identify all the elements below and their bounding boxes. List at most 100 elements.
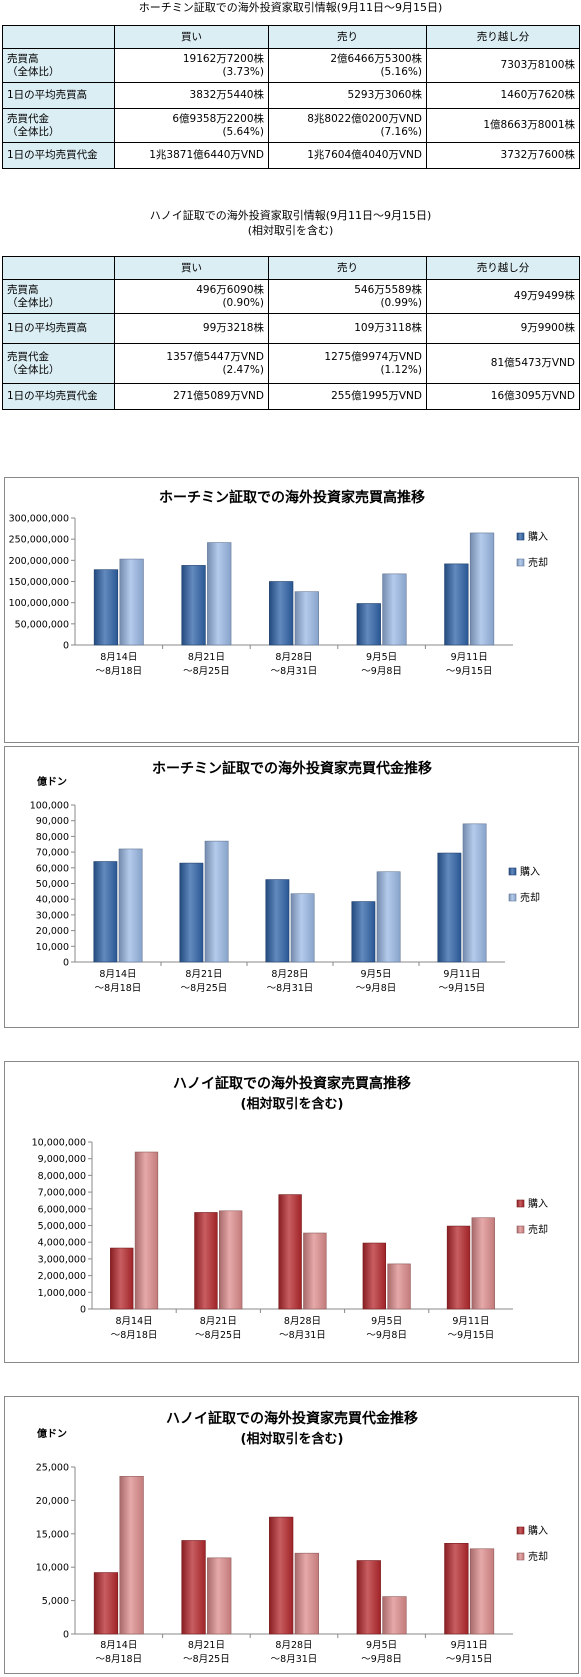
x-tick-label: ～8月25日 — [195, 1330, 242, 1341]
table-row: 1日の平均売買代金 271億5089万VND 255億1995万VND 16億3… — [2, 383, 580, 410]
x-tick-label: ～9月15日 — [446, 1654, 493, 1665]
legend-swatch — [508, 867, 517, 876]
x-tick-label: ～8月31日 — [271, 1654, 318, 1665]
table-header-row: 買い 売り 売り越し分 — [2, 25, 580, 49]
x-tick-label: 9月11日 — [443, 969, 480, 980]
x-tick-label: 8月28日 — [271, 969, 308, 980]
buy-cell: 99万3218株 — [114, 313, 269, 344]
bar-buy — [194, 1212, 218, 1310]
header-cell — [2, 25, 115, 49]
table-row: 1日の平均売買高 99万3218株 109万3118株 9万9900株 — [2, 313, 580, 344]
y-tick-label: 200,000,000 — [9, 556, 69, 567]
bar-buy — [356, 1560, 381, 1635]
bar-buy — [446, 1225, 471, 1310]
chart-subtitle: (相対取引を含む) — [241, 1431, 344, 1447]
buy-cell: 6億9358万2200株 (5.64%) — [114, 108, 269, 143]
row-label-sub: （全体比） — [7, 125, 60, 138]
bar-buy — [444, 1543, 469, 1635]
row-label: 売買高 （全体比） — [2, 279, 115, 314]
x-tick-label: 8月21日 — [200, 1316, 237, 1327]
net-cell: 81億5473万VND — [426, 343, 580, 384]
y-tick-label: 20,000 — [36, 1496, 69, 1507]
net-cell: 9万9900株 — [426, 313, 580, 344]
row-label: 1日の平均売買高 — [2, 313, 115, 344]
y-tick-label: 80,000 — [36, 832, 69, 843]
sell-share: (5.16%) — [380, 65, 422, 78]
x-tick-label: 9月5日 — [360, 969, 391, 980]
table-row: 売買高 （全体比） 19162万7200株 (3.73%) 2億6466万5300株… — [2, 48, 580, 83]
legend-label: 売却 — [528, 1550, 548, 1563]
x-tick-label: ～8月25日 — [181, 983, 228, 994]
chart-hcm-volume-panel: ホーチミン証取での海外投資家売買高推移 0 50,000,000 100,000,00… — [4, 477, 579, 743]
bar-sell — [303, 1232, 327, 1310]
buy-value: 19162万7200株 — [182, 52, 264, 65]
net-cell: 16億3095万VND — [426, 383, 580, 410]
bar-sell — [382, 573, 407, 646]
y-tick-label: 5,000,000 — [38, 1221, 86, 1232]
buy-value: 496万6090株 — [196, 283, 264, 296]
y-tick-label: 7,000,000 — [38, 1188, 86, 1199]
bar-buy — [265, 879, 290, 963]
net-cell: 1億8663万8001株 — [426, 108, 580, 143]
chart-hanoi-value: ハノイ証取での海外投資家売買代金推移 (相対取引を含む) 億ドン 0 5,000 10,0… — [36, 1410, 548, 1665]
sell-cell: 1兆7604億4040万VND — [268, 142, 427, 169]
bar-buy — [356, 603, 381, 646]
legend-swatch — [516, 532, 525, 541]
chart-hanoi-volume: ハノイ証取での海外投資家売買高推移 (相対取引を含む) 0 1,000,000 2,00… — [32, 1075, 548, 1341]
header-cell: 売り越し分 — [426, 256, 580, 280]
row-label: 売買代金 （全体比） — [2, 108, 115, 143]
y-tick-label: 10,000,000 — [32, 1138, 86, 1149]
buy-cell: 1357億5447万VND (2.47%) — [114, 343, 269, 384]
bar-sell — [134, 1151, 159, 1310]
table-header-row: 買い 売り 売り越し分 — [2, 256, 580, 280]
x-tick-label: 9月11日 — [451, 652, 488, 663]
x-tick-label: ～8月18日 — [111, 1330, 158, 1341]
x-tick-label: ～9月8日 — [361, 666, 402, 677]
y-tick-label: 150,000,000 — [9, 577, 69, 588]
header-cell: 売り — [268, 25, 427, 49]
x-tick-label: ～8月18日 — [95, 666, 142, 677]
legend-label: 売却 — [528, 556, 548, 569]
bar-sell — [207, 542, 232, 646]
header-cell — [2, 256, 115, 280]
row-label: 売買高 （全体比） — [2, 48, 115, 83]
header-cell: 買い — [114, 25, 269, 49]
bar-buy — [93, 569, 119, 646]
buy-share: (2.47%) — [222, 363, 264, 376]
sell-cell: 546万5589株 (0.99%) — [268, 279, 427, 314]
bar-sell — [204, 840, 229, 963]
x-tick-label: 9月5日 — [371, 1316, 402, 1327]
sell-value: 546万5589株 — [354, 283, 422, 296]
legend-swatch — [516, 1225, 525, 1234]
sell-value: 1275億9974万VND — [324, 350, 422, 363]
bar-sell — [207, 1557, 232, 1635]
hanoi-table-subtitle: (相対取引を含む) — [247, 224, 334, 237]
y-tick-label: 50,000,000 — [15, 619, 69, 630]
legend-swatch — [508, 893, 517, 902]
bar-sell — [290, 893, 315, 963]
bar-buy — [278, 1194, 302, 1310]
table-row: 売買代金 （全体比） 1357億5447万VND (2.47%) 1275億9974… — [2, 343, 580, 384]
sell-share: (0.99%) — [380, 296, 422, 309]
bar-buy — [351, 901, 376, 963]
x-tick-label: 8月14日 — [116, 1316, 153, 1327]
net-cell: 49万9499株 — [426, 279, 580, 314]
row-label: 1日の平均売買代金 — [2, 142, 115, 169]
bar-sell — [294, 1552, 319, 1635]
y-tick-label: 0 — [63, 1630, 69, 1641]
bar-buy — [269, 1516, 294, 1635]
buy-cell: 19162万7200株 (3.73%) — [114, 48, 269, 83]
unit-label: 億ドン — [37, 1427, 67, 1440]
chart-title: ハノイ証取での海外投資家売買代金推移 — [166, 1410, 418, 1427]
net-cell: 1460万7620株 — [426, 82, 580, 109]
buy-cell: 496万6090株 (0.90%) — [114, 279, 269, 314]
bar-buy — [93, 1572, 119, 1635]
y-tick-label: 20,000 — [36, 926, 69, 937]
buy-value: 6億9358万2200株 — [172, 112, 264, 125]
buy-value: 1357億5447万VND — [166, 350, 264, 363]
chart-title: ハノイ証取での海外投資家売買高推移 — [173, 1075, 411, 1092]
buy-share: (3.73%) — [222, 65, 264, 78]
y-tick-label: 50,000 — [36, 879, 69, 890]
buy-share: (0.90%) — [222, 296, 264, 309]
